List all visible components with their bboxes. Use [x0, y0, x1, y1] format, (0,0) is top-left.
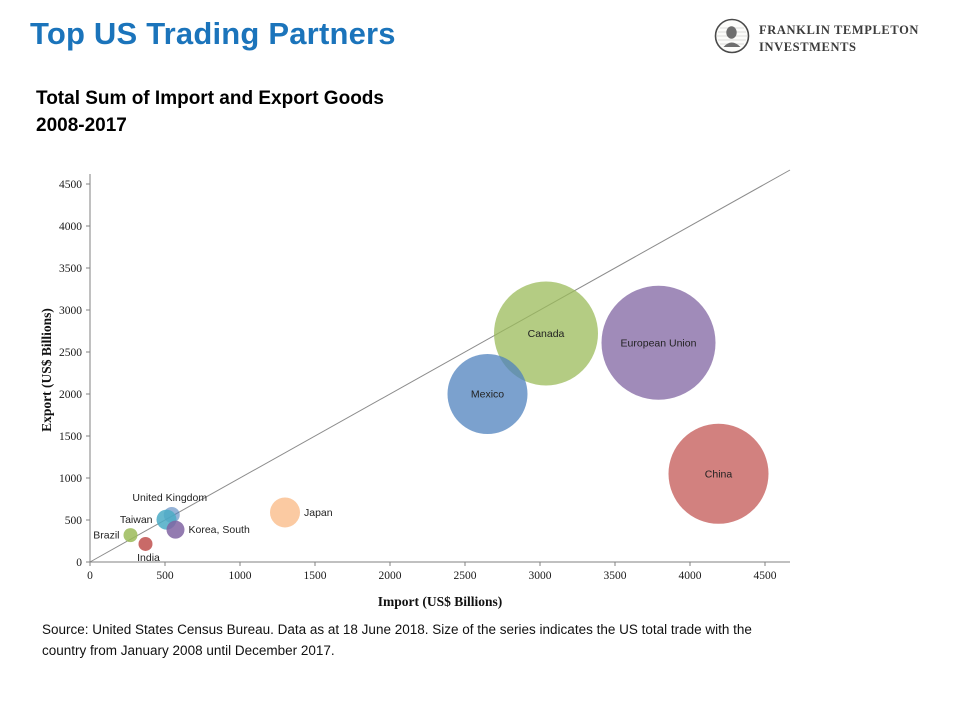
- y-tick-label: 2000: [59, 389, 82, 401]
- franklin-templeton-logo: FRANKLIN TEMPLETON INVESTMENTS: [714, 18, 919, 59]
- y-axis-title: Export (US$ Billions): [39, 308, 54, 432]
- x-tick-label: 2500: [454, 570, 477, 582]
- x-tick-label: 4500: [754, 570, 777, 582]
- x-tick-label: 3500: [604, 570, 627, 582]
- bubble-label-european-union: European Union: [621, 337, 697, 349]
- y-tick-label: 2500: [59, 347, 82, 359]
- x-tick-label: 2000: [379, 570, 402, 582]
- bubble-label-united-kingdom: United Kingdom: [132, 492, 207, 504]
- y-tick-label: 4500: [59, 179, 82, 191]
- y-tick-label: 4000: [59, 221, 82, 233]
- bubble-brazil: [123, 528, 138, 543]
- page-title: Top US Trading Partners: [30, 16, 396, 51]
- bubble-label-taiwan: Taiwan: [120, 514, 153, 526]
- x-tick-label: 0: [87, 570, 93, 582]
- x-tick-label: 1500: [304, 570, 327, 582]
- bubble-canada: [494, 281, 598, 386]
- parity-line: [89, 169, 791, 563]
- y-tick-label: 1000: [59, 473, 82, 485]
- logo-line1: FRANKLIN TEMPLETON: [759, 23, 920, 38]
- bubble-china: [668, 423, 769, 524]
- x-tick-label: 3000: [529, 570, 552, 582]
- y-tick-label: 3000: [59, 305, 82, 317]
- x-tick-label: 500: [156, 570, 174, 582]
- franklin-templeton-logo-icon: [714, 18, 750, 59]
- bubble-label-mexico: Mexico: [471, 389, 504, 401]
- x-tick-label: 1000: [229, 570, 252, 582]
- bubble-india: [138, 536, 153, 551]
- bubble-mexico: [447, 354, 528, 434]
- chart-svg: 0 500 1000 1500 2000 2500 3000 3500 4000 4500 0 500…: [59, 169, 791, 582]
- subtitle-line1: Total Sum of Import and Export Goods: [36, 88, 384, 109]
- bubble-korea-south: [166, 520, 185, 539]
- logo-wordmark: FRANKLIN TEMPLETON INVESTMENTS: [759, 22, 919, 55]
- y-tick-label: 1500: [59, 431, 82, 443]
- bubble-label-india: India: [137, 552, 160, 564]
- x-tick-label: 4000: [679, 570, 702, 582]
- bubble-label-brazil: Brazil: [93, 530, 119, 542]
- subtitle-line2: 2008-2017: [36, 114, 127, 136]
- bubble-chart: 0 500 1000 1500 2000 2500 3000 3500 4000 4500 0 500…: [39, 162, 810, 632]
- y-tick-label: 500: [65, 515, 83, 527]
- source-note: Source: United States Census Bureau. Dat…: [42, 622, 752, 658]
- bubble-japan: [270, 497, 300, 528]
- logo-line2: INVESTMENTS: [759, 39, 857, 54]
- bubble-european-union: [601, 285, 716, 400]
- y-tick-label: 0: [76, 557, 82, 569]
- bubble-label-china: China: [705, 468, 733, 480]
- chart-subtitle: Total Sum of Import and Export Goods 200…: [36, 86, 384, 139]
- bubble-label-canada: Canada: [528, 328, 565, 340]
- y-tick-label: 3500: [59, 263, 82, 275]
- x-axis-title: Import (US$ Billions): [377, 594, 503, 609]
- bubble-label-korea-south: Korea, South: [189, 524, 250, 536]
- bubble-label-japan: Japan: [304, 507, 333, 519]
